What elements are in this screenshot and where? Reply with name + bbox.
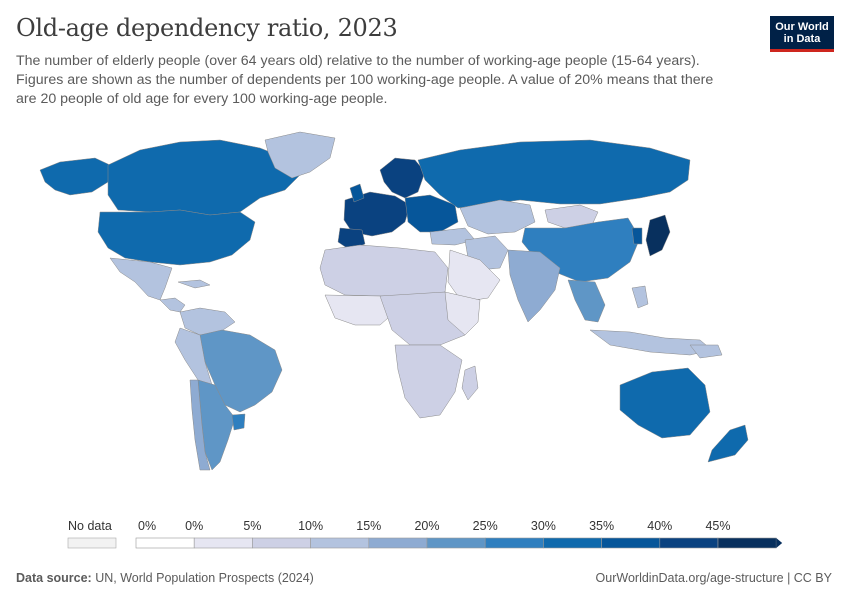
legend-bin-label: 20% — [414, 519, 439, 533]
region-indonesia[interactable] — [589, 329, 713, 356]
legend-bin-swatch — [368, 537, 428, 549]
region-russia[interactable] — [417, 139, 691, 209]
world-map[interactable] — [0, 120, 850, 515]
region-australia[interactable] — [619, 367, 711, 439]
region-arabia[interactable] — [447, 249, 501, 303]
legend-bin-label: 35% — [589, 519, 614, 533]
legend-bin-swatch — [601, 537, 661, 549]
chart-title: Old-age dependency ratio, 2023 — [16, 14, 398, 42]
region-turkey-caucasus[interactable] — [429, 227, 476, 246]
region-usa[interactable] — [97, 209, 256, 266]
region-caribbean[interactable] — [177, 279, 211, 289]
region-north-africa[interactable] — [319, 244, 449, 299]
legend-no-data-swatch — [67, 537, 117, 549]
region-madagascar[interactable] — [461, 365, 479, 401]
logo-line-1: Our World — [775, 20, 829, 33]
legend-arrow — [776, 538, 783, 548]
region-uruguay[interactable] — [231, 413, 246, 431]
region-mexico[interactable] — [109, 257, 173, 301]
legend-bin-swatch — [135, 537, 195, 549]
region-kazakhstan[interactable] — [459, 199, 536, 235]
legend-bin-label: 0% — [185, 519, 203, 533]
legend-bin-swatch — [543, 537, 602, 549]
region-alaska[interactable] — [39, 157, 111, 196]
source-url[interactable]: OurWorldinData.org/age-structure | CC BY — [595, 571, 832, 585]
logo-line-2: in Data — [783, 32, 821, 45]
region-southeast-asia[interactable] — [567, 279, 606, 323]
region-greenland[interactable] — [264, 131, 336, 179]
region-philippines[interactable] — [631, 285, 649, 309]
region-india[interactable] — [507, 249, 561, 323]
region-chile[interactable] — [189, 379, 211, 471]
region-central-america[interactable] — [159, 297, 186, 313]
legend-bin-swatch — [484, 537, 544, 549]
region-new-zealand[interactable] — [707, 424, 749, 463]
region-colombia-venezuela[interactable] — [179, 307, 236, 336]
region-eastern-europe[interactable] — [404, 194, 459, 233]
legend-bin-label: 25% — [473, 519, 498, 533]
legend-bin-swatch — [193, 537, 253, 549]
legend-bin-label: 40% — [647, 519, 672, 533]
region-uk[interactable] — [349, 183, 365, 203]
region-korea[interactable] — [631, 227, 643, 245]
region-east-africa[interactable] — [444, 291, 481, 336]
legend-bin-label: 15% — [356, 519, 381, 533]
data-source-text: UN, World Population Prospects (2024) — [95, 571, 314, 585]
region-southern-africa[interactable] — [394, 344, 463, 419]
region-canada[interactable] — [107, 139, 301, 216]
legend-bin-label: 10% — [298, 519, 323, 533]
legend-bin-swatch — [717, 537, 777, 549]
legend-bin-swatch — [310, 537, 370, 549]
legend-bin-label: 5% — [243, 519, 261, 533]
legend-bin-swatch — [426, 537, 486, 549]
region-western-europe[interactable] — [343, 191, 411, 237]
region-papua[interactable] — [689, 344, 723, 359]
region-brazil[interactable] — [199, 329, 283, 413]
legend-bin-swatch — [659, 537, 719, 549]
legend-no-data-label: No data — [68, 519, 112, 533]
legend-bin-swatch — [252, 537, 311, 549]
map-legend: No data 0% 0% 5% 10% 15% 20% 25% 30% 35% 40% 45% — [67, 519, 783, 549]
region-scandinavia[interactable] — [379, 157, 426, 199]
legend-bin-label: 45% — [705, 519, 730, 533]
legend-bin-label: 0% — [138, 519, 156, 533]
data-source: Data source: UN, World Population Prospe… — [16, 571, 314, 585]
region-japan[interactable] — [645, 214, 671, 257]
legend-bin-label: 30% — [531, 519, 556, 533]
chart-subtitle: The number of elderly people (over 64 ye… — [16, 53, 714, 107]
data-source-label: Data source: — [16, 571, 92, 585]
owid-logo[interactable]: Our World in Data — [770, 16, 834, 52]
